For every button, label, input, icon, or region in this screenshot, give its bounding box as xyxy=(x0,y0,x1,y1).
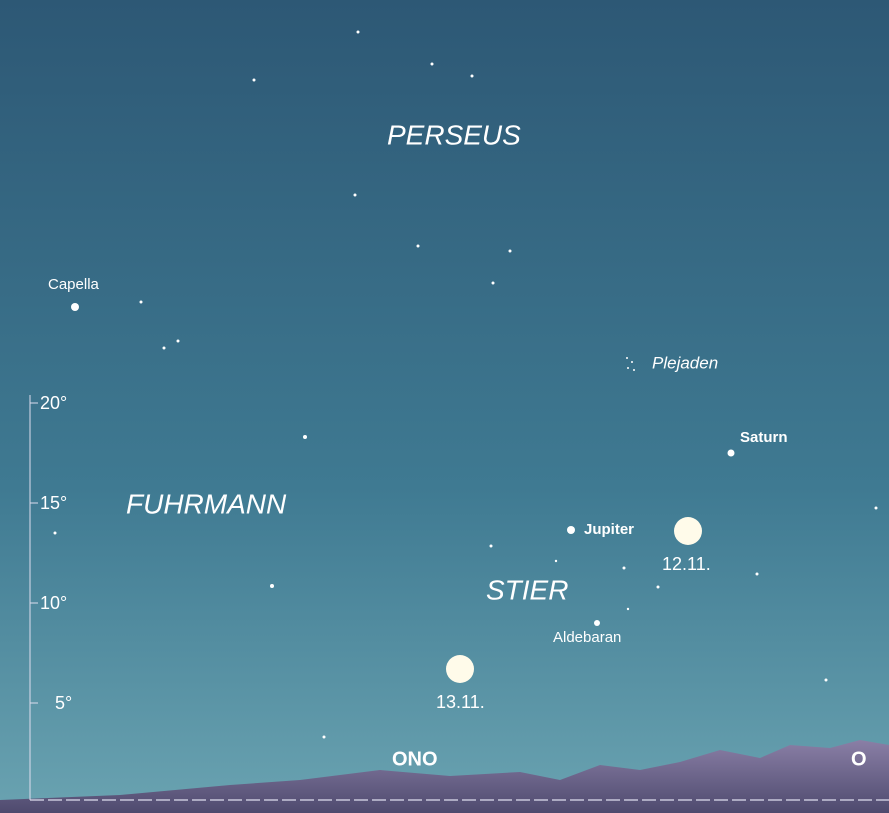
direction-label: O xyxy=(851,748,867,770)
moon xyxy=(674,517,702,545)
planet-label: Saturn xyxy=(740,429,788,446)
constellation-label: FUHRMANN xyxy=(126,488,287,519)
scale-label: 5° xyxy=(55,693,72,713)
constellation-label: PERSEUS xyxy=(387,119,521,150)
star-label: Plejaden xyxy=(652,353,718,372)
moon-label: 13.11. xyxy=(436,692,485,712)
scale-label: 20° xyxy=(40,393,67,413)
planet-label: Jupiter xyxy=(584,521,634,538)
star-label: Capella xyxy=(48,276,100,293)
moon xyxy=(446,655,474,683)
scale-label: 10° xyxy=(40,593,67,613)
scale-label: 15° xyxy=(40,493,67,513)
sky-map: 20° 15° 10° 5° PERSEUS FUHRMANN STIER Ca… xyxy=(0,0,889,813)
star-label: Aldebaran xyxy=(553,629,621,646)
constellation-label: STIER xyxy=(486,574,568,605)
moon-label: 12.11. xyxy=(662,554,711,574)
direction-label: ONO xyxy=(392,748,438,770)
